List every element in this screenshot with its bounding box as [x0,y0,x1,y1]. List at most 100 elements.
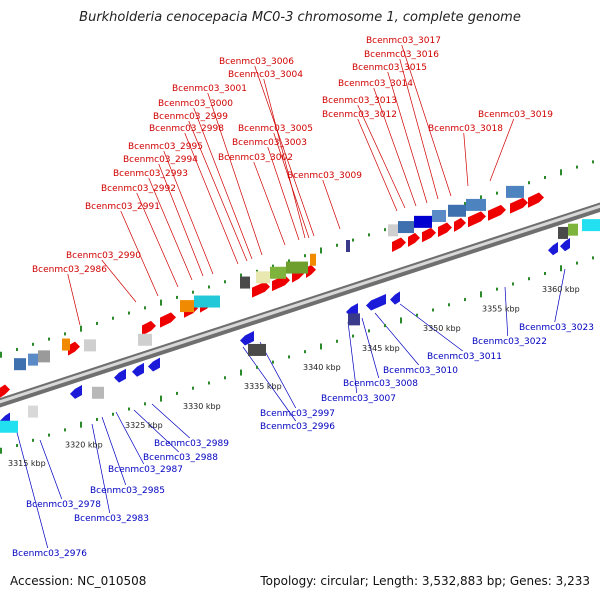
forward-gene-callout[interactable]: Bcenmc03_3004 [228,70,306,239]
forward-gene-callout[interactable]: Bcenmc03_3014 [338,79,417,207]
feature-block[interactable] [0,420,18,433]
reverse-gene-arrow[interactable] [548,241,558,256]
feature-block[interactable] [398,221,414,234]
feature-block[interactable] [84,339,96,352]
forward-gene-callout[interactable]: Bcenmc03_3018 [428,124,503,187]
feature-block[interactable] [28,353,38,366]
feature-block[interactable] [506,185,524,198]
reverse-gene-callout[interactable]: Bcenmc03_2989 [151,403,229,449]
feature-block[interactable] [92,386,104,399]
feature-block[interactable] [346,240,350,253]
forward-gene-callout[interactable]: Bcenmc03_2991 [85,202,160,297]
reverse-gene-callout[interactable]: Bcenmc03_3007 [321,321,396,404]
forward-gene-callout[interactable]: Bcenmc03_3002 [218,153,293,246]
forward-gene-callout[interactable]: Bcenmc03_2994 [123,155,204,277]
feature-block[interactable] [286,261,308,274]
forward-gene-callout[interactable]: Bcenmc03_3000 [158,99,253,260]
reverse-gene-callout[interactable]: Bcenmc03_3022 [472,286,547,347]
feature-block[interactable] [270,266,286,279]
feature-block[interactable] [256,271,270,284]
feature-block[interactable] [240,276,250,289]
forward-gene-arrow[interactable] [408,232,420,247]
reverse-gene-callout[interactable]: Bcenmc03_2987 [108,411,183,475]
feature-block[interactable] [582,219,600,232]
reverse-gene-arrow[interactable] [390,291,400,305]
feature-block[interactable] [38,350,50,363]
feature-block[interactable] [414,215,432,228]
feature-block[interactable] [180,300,194,313]
reverse-gene-arrow[interactable] [114,368,126,383]
forward-gene-label: Bcenmc03_2992 [101,184,176,194]
forward-gene-arrow[interactable] [142,320,156,336]
forward-gene-callout[interactable]: Bcenmc03_2992 [101,184,179,288]
feature-block[interactable] [558,226,568,239]
forward-gene-arrow[interactable] [160,312,176,328]
forward-gene-arrow[interactable] [306,264,316,279]
reverse-gene-callout[interactable]: Bcenmc03_3010 [374,312,458,376]
forward-gene-callout[interactable]: Bcenmc03_3012 [322,110,398,212]
forward-gene-label: Bcenmc03_3016 [364,50,439,60]
tick-tracks [0,160,594,454]
reverse-gene-arrow[interactable] [240,330,254,346]
feature-block[interactable] [14,358,26,371]
feature-block[interactable] [466,198,486,211]
reverse-gene-callout[interactable]: Bcenmc03_2985 [90,416,165,496]
reverse-gene-callout[interactable]: Bcenmc03_2996 [242,346,335,432]
reverse-gene-arrow[interactable] [132,362,144,377]
forward-gene-arrow[interactable] [68,341,80,356]
feature-block[interactable] [448,204,466,217]
reverse-gene-callout[interactable]: Bcenmc03_3008 [343,317,418,389]
feature-block[interactable] [388,224,398,237]
forward-gene-callout[interactable]: Bcenmc03_2995 [128,142,214,275]
forward-gene-callout[interactable]: Bcenmc03_2993 [113,169,193,281]
forward-gene-arrow[interactable] [488,204,506,221]
tick-mark [224,376,226,380]
forward-gene-arrow[interactable] [392,237,406,253]
reverse-gene-callout[interactable]: Bcenmc03_2976 [12,424,87,559]
forward-gene-callout[interactable]: Bcenmc03_3015 [352,63,428,204]
forward-gene-arrow[interactable] [422,227,436,243]
forward-gene-label: Bcenmc03_3001 [172,84,247,94]
feature-block[interactable] [310,253,316,266]
feature-block[interactable] [28,405,38,418]
forward-gene-arrow[interactable] [272,275,290,292]
reverse-gene-arrow[interactable] [70,385,82,399]
forward-gene-callout[interactable]: Bcenmc03_3006 [219,57,315,237]
forward-gene-callout[interactable]: Bcenmc03_2999 [153,112,248,262]
reverse-gene-callout[interactable]: Bcenmc03_2978 [26,439,101,510]
forward-gene-arrow[interactable] [438,222,452,238]
feature-block[interactable] [432,209,446,222]
reverse-gene-callout[interactable]: Bcenmc03_3011 [399,303,502,362]
tick-mark [208,381,210,385]
reverse-gene-callout[interactable]: Bcenmc03_2997 [259,341,335,419]
reverse-gene-arrow[interactable] [366,293,386,311]
forward-gene-callout[interactable]: Bcenmc03_2998 [149,124,239,265]
forward-gene-arrow[interactable] [252,281,270,298]
forward-gene-arrow[interactable] [454,217,466,232]
forward-gene-callout[interactable]: Bcenmc03_2986 [32,265,107,326]
reverse-gene-callout[interactable]: Bcenmc03_3023 [519,268,594,333]
forward-gene-callout[interactable]: Bcenmc03_3001 [172,84,263,256]
forward-gene-callout[interactable]: Bcenmc03_3017 [366,36,452,197]
reverse-gene-callout[interactable]: Bcenmc03_2988 [133,409,218,463]
reverse-gene-arrow[interactable] [560,238,570,252]
feature-block[interactable] [62,338,70,351]
feature-block[interactable] [138,333,152,346]
forward-gene-arrow[interactable] [468,211,486,228]
forward-gene-callout[interactable]: Bcenmc03_3019 [478,110,553,182]
forward-gene-callout[interactable]: Bcenmc03_3016 [364,50,439,200]
forward-gene-callout[interactable]: Bcenmc03_3003 [232,138,307,241]
forward-gene-callout[interactable]: Bcenmc03_3013 [322,96,406,209]
forward-gene-arrow[interactable] [528,192,544,208]
feature-block[interactable] [194,295,220,308]
feature-block[interactable] [348,313,360,326]
forward-gene-callout[interactable]: Bcenmc03_2990 [66,251,141,303]
feature-block[interactable] [568,223,578,236]
forward-gene-arrow[interactable] [0,384,10,398]
scale-label: 3345 kbp [362,344,400,353]
forward-gene-callout[interactable]: Bcenmc03_3009 [287,171,362,230]
feature-block[interactable] [248,343,266,356]
forward-gene-arrow[interactable] [510,197,528,214]
reverse-gene-callout[interactable]: Bcenmc03_2983 [74,423,149,524]
reverse-gene-arrow[interactable] [148,357,160,372]
